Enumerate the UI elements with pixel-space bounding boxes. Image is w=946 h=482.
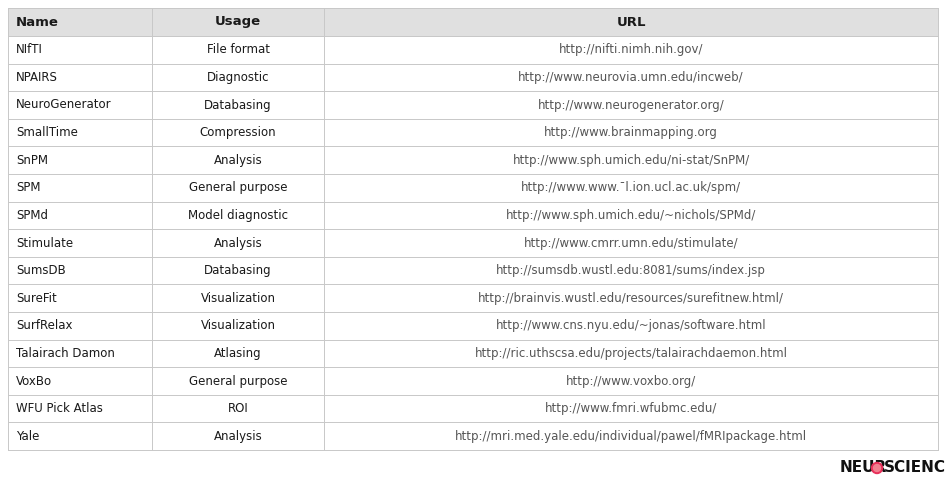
Text: http://www.brainmapping.org: http://www.brainmapping.org (544, 126, 718, 139)
Text: Visualization: Visualization (201, 292, 275, 305)
Text: Diagnostic: Diagnostic (207, 71, 270, 84)
Text: http://www.sph.umich.edu/~nichols/SPMd/: http://www.sph.umich.edu/~nichols/SPMd/ (506, 209, 756, 222)
Text: URL: URL (617, 15, 646, 28)
Text: SnPM: SnPM (16, 154, 48, 167)
Text: NIfTI: NIfTI (16, 43, 43, 56)
Bar (8, 229, 938, 257)
Bar (8, 257, 938, 284)
Text: SPMd: SPMd (16, 209, 48, 222)
Bar (8, 340, 938, 367)
Text: Analysis: Analysis (214, 237, 263, 250)
Bar (8, 91, 938, 119)
Bar (8, 284, 938, 312)
Text: http://ric.uthscsa.edu/projects/talairachdaemon.html: http://ric.uthscsa.edu/projects/talairac… (475, 347, 788, 360)
Text: SumsDB: SumsDB (16, 264, 66, 277)
Text: http://www.sph.umich.edu/ni-stat/SnPM/: http://www.sph.umich.edu/ni-stat/SnPM/ (513, 154, 750, 167)
Text: Usage: Usage (215, 15, 261, 28)
Text: ROI: ROI (228, 402, 249, 415)
Text: NEUR: NEUR (840, 460, 887, 476)
Text: Analysis: Analysis (214, 429, 263, 442)
Text: Talairach Damon: Talairach Damon (16, 347, 114, 360)
Text: http://mri.med.yale.edu/individual/pawel/fMRIpackage.html: http://mri.med.yale.edu/individual/pawel… (455, 429, 807, 442)
Text: http://www.neurovia.umn.edu/incweb/: http://www.neurovia.umn.edu/incweb/ (518, 71, 744, 84)
Text: http://www.fmri.wfubmc.edu/: http://www.fmri.wfubmc.edu/ (545, 402, 717, 415)
Text: http://www.www.¯l.ion.ucl.ac.uk/spm/: http://www.www.¯l.ion.ucl.ac.uk/spm/ (521, 181, 741, 194)
Bar (8, 64, 938, 91)
Text: SureFit: SureFit (16, 292, 57, 305)
Text: SPM: SPM (16, 181, 41, 194)
Circle shape (873, 465, 881, 471)
Bar (8, 312, 938, 340)
Bar (8, 422, 938, 450)
Text: WFU Pick Atlas: WFU Pick Atlas (16, 402, 103, 415)
Text: Databasing: Databasing (204, 264, 272, 277)
Bar (8, 8, 938, 36)
Bar (8, 36, 938, 64)
Text: NPAIRS: NPAIRS (16, 71, 58, 84)
Circle shape (871, 463, 883, 473)
Text: SmallTime: SmallTime (16, 126, 78, 139)
Text: http://www.neurogenerator.org/: http://www.neurogenerator.org/ (537, 98, 725, 111)
Bar (8, 147, 938, 174)
Text: VoxBo: VoxBo (16, 375, 52, 388)
Bar (8, 201, 938, 229)
Text: NeuroGenerator: NeuroGenerator (16, 98, 112, 111)
Text: Stimulate: Stimulate (16, 237, 73, 250)
Bar (8, 367, 938, 395)
Text: File format: File format (206, 43, 270, 56)
Text: General purpose: General purpose (189, 181, 288, 194)
Text: SCIENCE: SCIENCE (884, 460, 946, 476)
Text: http://sumsdb.wustl.edu:8081/sums/index.jsp: http://sumsdb.wustl.edu:8081/sums/index.… (496, 264, 766, 277)
Text: http://brainvis.wustl.edu/resources/surefitnew.html/: http://brainvis.wustl.edu/resources/sure… (478, 292, 784, 305)
Text: http://www.cmrr.umn.edu/stimulate/: http://www.cmrr.umn.edu/stimulate/ (524, 237, 739, 250)
Text: General purpose: General purpose (189, 375, 288, 388)
Text: http://www.voxbo.org/: http://www.voxbo.org/ (566, 375, 696, 388)
Text: http://www.cns.nyu.edu/~jonas/software.html: http://www.cns.nyu.edu/~jonas/software.h… (496, 319, 766, 332)
Text: Name: Name (16, 15, 59, 28)
Bar (8, 395, 938, 422)
Text: Analysis: Analysis (214, 154, 263, 167)
Text: Databasing: Databasing (204, 98, 272, 111)
Text: Model diagnostic: Model diagnostic (188, 209, 289, 222)
Bar (8, 119, 938, 147)
Text: Yale: Yale (16, 429, 40, 442)
Bar (8, 174, 938, 201)
Text: Visualization: Visualization (201, 319, 275, 332)
Text: Compression: Compression (200, 126, 276, 139)
Text: Atlasing: Atlasing (215, 347, 262, 360)
Text: SurfRelax: SurfRelax (16, 319, 73, 332)
Text: http://nifti.nimh.nih.gov/: http://nifti.nimh.nih.gov/ (559, 43, 703, 56)
